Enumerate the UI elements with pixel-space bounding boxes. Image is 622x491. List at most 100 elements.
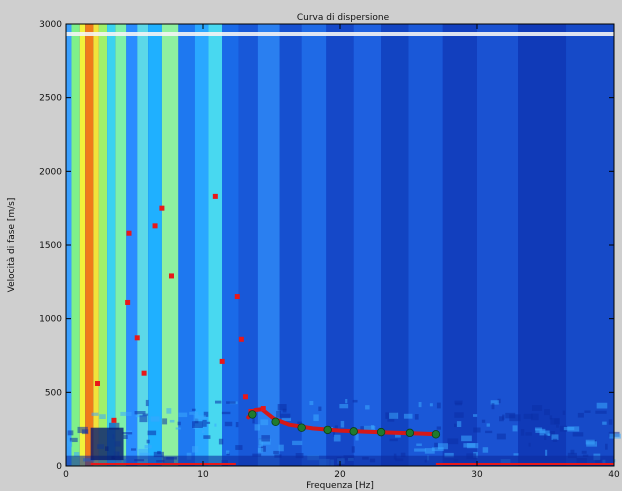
texture-patch <box>363 425 376 432</box>
spectrum-band-10 <box>148 24 162 466</box>
texture-patch <box>400 452 406 458</box>
texture-patch <box>456 421 462 428</box>
texture-patch <box>525 432 532 436</box>
y-tick-label: 1000 <box>39 315 62 325</box>
axis-marker-bar-0 <box>90 463 236 465</box>
texture-patch <box>191 408 196 411</box>
texture-patch <box>74 452 80 457</box>
texture-patch <box>562 410 566 415</box>
texture-patch <box>585 439 595 445</box>
texture-patch <box>99 414 106 419</box>
y-tick-label: 500 <box>45 388 62 398</box>
scatter-point <box>242 394 248 400</box>
texture-patch <box>532 405 543 411</box>
x-tick-label: 10 <box>197 470 209 480</box>
texture-patch <box>108 422 120 430</box>
texture-patch <box>455 402 462 406</box>
x-tick-label: 40 <box>608 470 620 480</box>
texture-patch <box>486 423 490 427</box>
low-freq-dark-patch <box>90 427 124 461</box>
picked-point <box>271 417 280 426</box>
y-tick-label: 0 <box>56 462 62 472</box>
texture-patch <box>345 398 348 404</box>
texture-patch <box>482 447 489 453</box>
texture-patch <box>424 448 435 454</box>
texture-patch <box>134 411 146 415</box>
texture-patch <box>235 422 239 428</box>
picked-point <box>323 425 332 435</box>
picked-point <box>431 430 441 439</box>
spectrum-bands <box>66 24 614 466</box>
texture-patch <box>260 445 266 452</box>
texture-patch <box>130 448 137 451</box>
spectrum-band-21 <box>353 24 382 466</box>
picked-point <box>349 427 358 436</box>
texture-patch <box>499 416 504 422</box>
texture-patch <box>257 447 264 453</box>
texture-patch <box>395 432 401 438</box>
texture-patch <box>416 443 422 446</box>
texture-patch <box>252 417 255 424</box>
texture-patch <box>120 411 132 416</box>
x-tick-label: 0 <box>63 470 69 480</box>
texture-patch <box>282 408 287 413</box>
texture-patch <box>191 421 203 428</box>
texture-patch <box>201 430 205 433</box>
texture-patch <box>389 412 399 419</box>
scatter-point <box>219 358 225 364</box>
texture-patch <box>570 449 575 455</box>
texture-patch <box>473 427 481 433</box>
texture-patch <box>214 423 217 427</box>
x-tick-label: 20 <box>334 470 346 480</box>
texture-patch <box>67 430 74 436</box>
spectrum-band-19 <box>301 24 327 466</box>
x-axis-ticks: 0 10 20 30 40 <box>63 24 620 480</box>
texture-patch <box>224 421 233 427</box>
scatter-point <box>152 223 158 229</box>
texture-patch <box>463 443 476 448</box>
texture-patch <box>194 418 199 424</box>
texture-patch <box>602 421 607 425</box>
spectrum-band-16 <box>238 24 258 466</box>
spectrum-band-27 <box>566 24 614 466</box>
plot-area <box>65 23 621 467</box>
texture-patch <box>414 448 426 452</box>
texture-patch <box>189 411 199 415</box>
scatter-point <box>238 336 244 342</box>
texture-patch <box>355 434 359 441</box>
texture-patch <box>490 400 499 405</box>
axis-marker-bar-1 <box>435 463 614 465</box>
texture-patch <box>254 424 260 431</box>
texture-patch <box>520 429 525 436</box>
texture-patch <box>144 445 152 449</box>
texture-patch <box>193 414 199 421</box>
texture-patch <box>418 401 422 408</box>
texture-patch <box>596 402 608 409</box>
texture-patch <box>429 403 433 407</box>
texture-patch <box>206 421 211 424</box>
texture-patch <box>276 410 281 418</box>
texture-patch <box>177 421 181 426</box>
texture-patch <box>444 452 454 458</box>
texture-patch <box>278 444 284 452</box>
texture-patch <box>534 427 543 431</box>
texture-patch <box>352 399 358 403</box>
spectrum-band-15 <box>222 24 239 466</box>
texture-patch <box>528 442 531 447</box>
texture-patch <box>584 410 591 413</box>
scatter-point <box>141 370 147 376</box>
texture-patch <box>513 453 519 456</box>
spectrum-band-22 <box>381 24 409 466</box>
texture-patch <box>334 425 338 429</box>
bottom-dark-band <box>66 455 614 466</box>
texture-patch <box>214 400 222 404</box>
texture-patch <box>150 416 160 422</box>
spectrum-band-12 <box>178 24 195 466</box>
texture-patch <box>550 430 555 436</box>
texture-patch <box>497 398 501 404</box>
spectrum-band-4 <box>93 24 99 466</box>
texture-patch <box>226 401 236 404</box>
texture-patch <box>447 438 459 445</box>
texture-patch <box>281 417 292 421</box>
chart-title: Curva di dispersione <box>297 13 390 23</box>
